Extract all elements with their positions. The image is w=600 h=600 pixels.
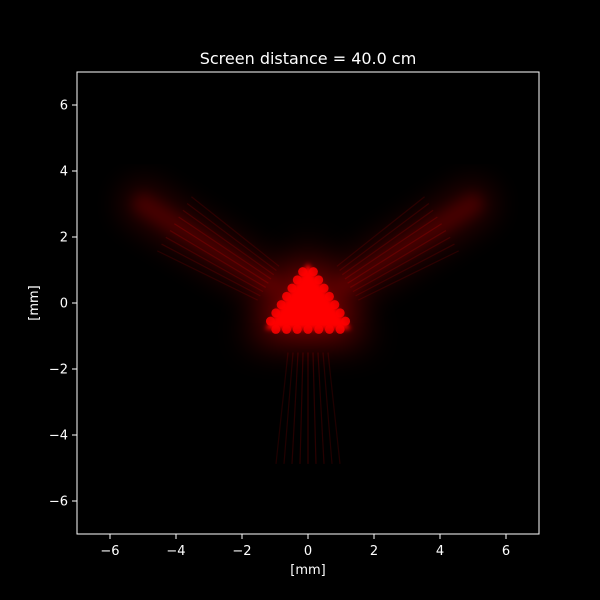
fringe-line (322, 352, 333, 464)
fringe-line (349, 230, 447, 288)
y-tick-label: −6 (49, 495, 68, 510)
edge-ripple (341, 316, 351, 326)
fringe-line (161, 243, 261, 297)
x-tick-label: −6 (100, 544, 119, 559)
edge-ripple (314, 275, 324, 285)
fringe-line (275, 352, 289, 464)
edge-ripple (335, 308, 345, 318)
fringe-line (317, 352, 325, 464)
y-tick-label: 2 (60, 231, 68, 246)
y-tick-label: 0 (60, 297, 68, 312)
x-tick-label: 6 (502, 544, 510, 559)
fringe-line (347, 223, 442, 284)
fringe-line (344, 216, 438, 280)
x-axis-label: [mm] (290, 563, 325, 578)
fringe-line (291, 352, 299, 464)
fringe-line (191, 196, 280, 267)
y-tick-label: −4 (49, 429, 68, 444)
fringe-line (165, 236, 264, 293)
edge-ripple (303, 324, 313, 334)
edge-ripple (308, 267, 318, 277)
y-axis: −6 −4 −2 0 2 4 6 (49, 99, 77, 510)
fringe-line (283, 352, 294, 464)
fringe-line (174, 223, 269, 284)
edge-ripple (324, 291, 334, 301)
diffraction-arm-core (133, 194, 279, 294)
edge-ripple (276, 300, 286, 310)
edge-ripple (271, 308, 281, 318)
edge-ripple (271, 324, 281, 334)
y-tick-label: 6 (60, 99, 68, 114)
edge-ripple (330, 300, 340, 310)
x-tick-label: −2 (232, 544, 251, 559)
fringe-line (169, 230, 267, 288)
edge-ripple (265, 316, 275, 326)
edge-ripple (335, 324, 345, 334)
diffraction-arm-core (337, 194, 483, 294)
edge-ripple (324, 324, 334, 334)
edge-ripple (282, 291, 292, 301)
fringe-line (352, 236, 451, 293)
fringe-line (178, 216, 272, 280)
edge-ripple (314, 324, 324, 334)
fringe-line (182, 209, 275, 276)
bright-triangle (265, 263, 351, 330)
x-tick-label: 2 (370, 544, 378, 559)
y-tick-label: −2 (49, 363, 68, 378)
edge-ripple (292, 324, 302, 334)
y-tick-label: 4 (60, 165, 68, 180)
x-tick-label: 0 (304, 544, 312, 559)
fringe-line (336, 196, 425, 267)
fringe-line (358, 250, 460, 301)
x-axis: −6 −4 −2 0 2 4 6 (100, 534, 510, 559)
x-tick-label: 4 (436, 544, 444, 559)
edge-ripple (287, 283, 297, 293)
edge-ripple (298, 267, 308, 277)
fringe-line (156, 250, 258, 301)
fringe-line (339, 203, 430, 271)
fringe-line (355, 243, 455, 297)
edge-ripple (292, 275, 302, 285)
intensity-pattern (120, 181, 496, 524)
fringe-line (186, 203, 277, 271)
x-tick-label: −4 (166, 544, 185, 559)
fringe-line (341, 209, 434, 276)
fringe-line (312, 352, 317, 464)
fringe-line (299, 352, 304, 464)
edge-ripple (319, 283, 329, 293)
y-axis-label: [mm] (27, 285, 42, 320)
chart-title: Screen distance = 40.0 cm (200, 49, 417, 68)
fringe-line (327, 352, 341, 464)
edge-ripple (282, 324, 292, 334)
